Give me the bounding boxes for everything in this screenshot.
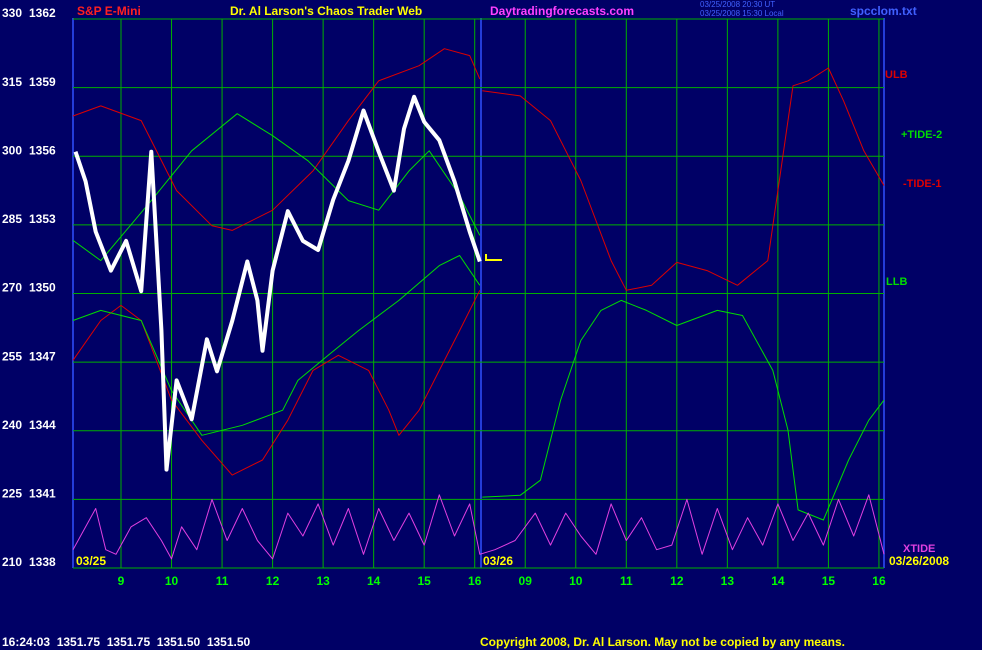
y2-tick-label: 1350: [29, 281, 56, 295]
y-tick-label: 210: [2, 555, 22, 569]
x-tick-label: 14: [367, 574, 381, 588]
date-label: 03/25: [76, 554, 106, 568]
x-tick-label: 11: [216, 574, 229, 588]
x-tick-label: 16: [468, 574, 482, 588]
y2-tick-label: 1359: [29, 75, 56, 89]
filename: spcclom.txt: [850, 4, 917, 18]
legend-label: -TIDE-1: [903, 178, 942, 190]
x-tick-label: 12: [670, 574, 684, 588]
y2-tick-label: 1356: [29, 143, 56, 157]
y-tick-label: 285: [2, 212, 22, 226]
legend-label: XTIDE: [903, 543, 935, 555]
series-line: [72, 48, 885, 291]
y2-tick-label: 1362: [29, 6, 56, 20]
series-line: [72, 494, 885, 560]
y-tick-label: 225: [2, 487, 22, 501]
timestamp: 03/25/2008 20:30 UT: [700, 0, 775, 9]
y2-tick-label: 1344: [29, 418, 56, 432]
y2-tick-label: 1353: [29, 212, 56, 226]
series-line: [73, 94, 482, 472]
chart-subtitle: Dr. Al Larson's Chaos Trader Web: [230, 4, 422, 18]
x-tick-label: 10: [165, 574, 179, 588]
series-line: [72, 113, 481, 262]
x-tick-label: 12: [266, 574, 280, 588]
x-tick-label: 9: [118, 574, 125, 588]
x-tick-label: 13: [316, 574, 330, 588]
copyright: Copyright 2008, Dr. Al Larson. May not b…: [480, 635, 845, 649]
y-tick-label: 255: [2, 349, 22, 363]
current-marker: [485, 254, 502, 261]
y2-tick-label: 1347: [29, 349, 56, 363]
timestamp: 03/25/2008 15:30 Local: [700, 9, 784, 18]
legend-label: +TIDE-2: [901, 129, 942, 141]
date-label: 03/26/2008: [889, 554, 949, 568]
x-tick-label: 13: [721, 574, 735, 588]
x-tick-label: 11: [620, 574, 633, 588]
date-label: 03/26: [483, 554, 513, 568]
x-tick-label: 14: [771, 574, 785, 588]
y2-tick-label: 1338: [29, 555, 56, 569]
website: Daytradingforecasts.com: [490, 4, 634, 18]
x-tick-label: 15: [822, 574, 836, 588]
series-line: [72, 290, 481, 476]
x-tick-label: 10: [569, 574, 583, 588]
status-line: 16:24:03 1351.75 1351.75 1351.50 1351.50: [2, 635, 251, 649]
y-tick-label: 330: [2, 6, 22, 20]
chart-title: S&P E-Mini: [77, 4, 141, 18]
x-tick-label: 15: [418, 574, 432, 588]
y-tick-label: 300: [2, 143, 22, 157]
y-tick-label: 240: [2, 418, 22, 432]
y-tick-label: 315: [2, 75, 22, 89]
x-tick-label: 09: [519, 574, 533, 588]
y2-tick-label: 1341: [29, 487, 56, 501]
y-tick-label: 270: [2, 281, 22, 295]
x-tick-label: 16: [872, 574, 886, 588]
legend-label: LLB: [886, 276, 907, 288]
series-line: [72, 255, 885, 521]
legend-label: ULB: [885, 69, 908, 81]
